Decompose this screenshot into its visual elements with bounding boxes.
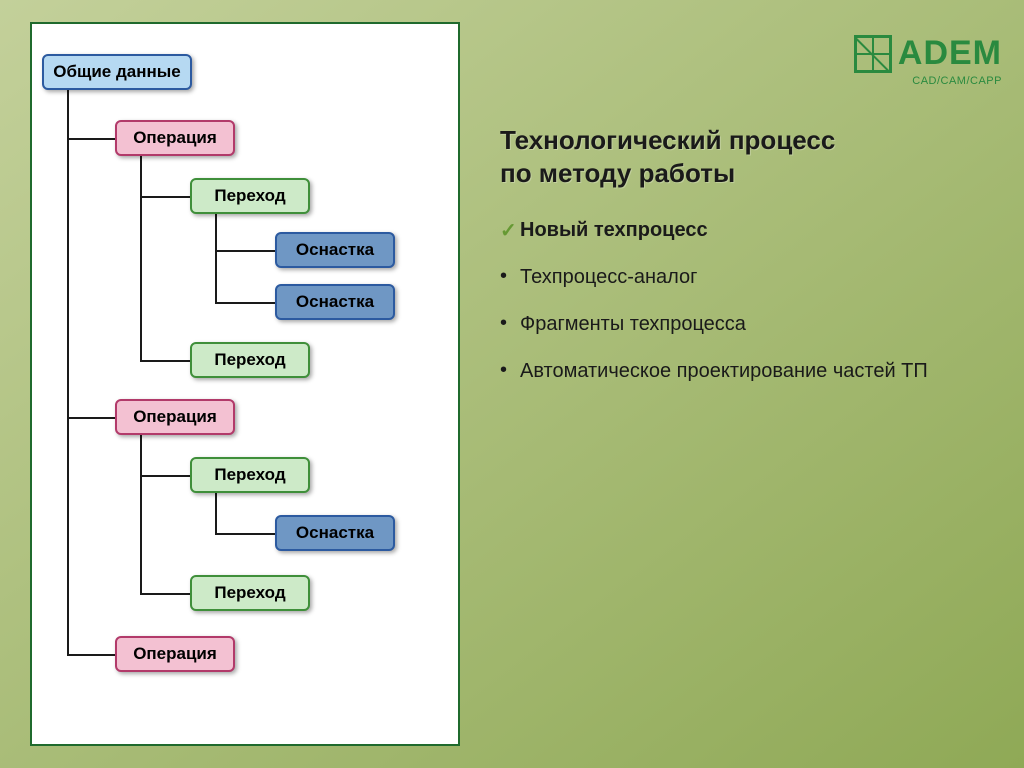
adem-logo: ADEM CAD/CAM/CAPP: [854, 34, 1002, 87]
slide-title: Технологический процесс по методу работы: [500, 124, 835, 189]
tree-node-label: Оснастка: [296, 292, 374, 312]
tree-edge: [215, 302, 275, 304]
tree-edge: [140, 593, 190, 595]
tree-node-label: Оснастка: [296, 240, 374, 260]
tree-node-op2: Операция: [115, 399, 235, 435]
adem-logo-text: ADEM: [898, 34, 1002, 73]
tree-node-label: Оснастка: [296, 523, 374, 543]
tree-node-tr3: Переход: [190, 457, 310, 493]
adem-logo-icon: [854, 35, 892, 73]
tree-node-to2: Оснастка: [275, 284, 395, 320]
tree-edge: [67, 417, 115, 419]
tree-node-tr2: Переход: [190, 342, 310, 378]
tree-node-label: Операция: [133, 644, 217, 664]
slide-title-line1: Технологический процесс: [500, 124, 835, 157]
tree-node-op1: Операция: [115, 120, 235, 156]
bullet-label: Фрагменты техпроцесса: [520, 312, 1000, 337]
slide-title-line2: по методу работы: [500, 157, 835, 190]
bullet-label: Техпроцесс-аналог: [520, 265, 1000, 290]
tree-edge: [67, 654, 115, 656]
bullet-item: ✓Новый техпроцесс: [500, 218, 1000, 243]
tree-edge: [215, 493, 217, 533]
tree-node-op3: Операция: [115, 636, 235, 672]
tree-node-label: Общие данные: [53, 62, 180, 82]
tree-edge: [215, 214, 217, 302]
tree-node-to3: Оснастка: [275, 515, 395, 551]
tree-node-label: Переход: [214, 186, 285, 206]
tree-node-label: Переход: [214, 583, 285, 603]
tree-node-tr1: Переход: [190, 178, 310, 214]
tree-edge: [140, 360, 190, 362]
slide-root: ADEM CAD/CAM/CAPP Технологический процес…: [0, 0, 1024, 768]
tree-node-label: Операция: [133, 128, 217, 148]
tree-edge: [215, 250, 275, 252]
tree-edge: [140, 156, 142, 360]
tree-edge: [140, 475, 190, 477]
bullet-dot-icon: •: [500, 265, 520, 288]
tree-node-to1: Оснастка: [275, 232, 395, 268]
tree-edge: [140, 435, 142, 593]
tree-diagram-frame: [30, 22, 460, 746]
tree-node-root: Общие данные: [42, 54, 192, 90]
bullet-item: •Техпроцесс-аналог: [500, 265, 1000, 290]
tree-edge: [215, 533, 275, 535]
bullet-item: •Автоматическое проектирование частей ТП: [500, 359, 1000, 384]
tree-edge: [67, 138, 115, 140]
bullet-item: •Фрагменты техпроцесса: [500, 312, 1000, 337]
bullet-dot-icon: •: [500, 312, 520, 335]
bullet-label: Новый техпроцесс: [520, 218, 1000, 243]
adem-logo-sub: CAD/CAM/CAPP: [854, 75, 1002, 87]
tree-node-label: Операция: [133, 407, 217, 427]
tree-node-label: Переход: [214, 465, 285, 485]
tree-node-tr4: Переход: [190, 575, 310, 611]
bullet-list: ✓Новый техпроцесс•Техпроцесс-аналог•Фраг…: [500, 218, 1000, 406]
check-icon: ✓: [500, 218, 520, 243]
tree-edge: [140, 196, 190, 198]
tree-node-label: Переход: [214, 350, 285, 370]
bullet-dot-icon: •: [500, 359, 520, 382]
tree-edge: [67, 90, 69, 654]
bullet-label: Автоматическое проектирование частей ТП: [520, 359, 1000, 384]
